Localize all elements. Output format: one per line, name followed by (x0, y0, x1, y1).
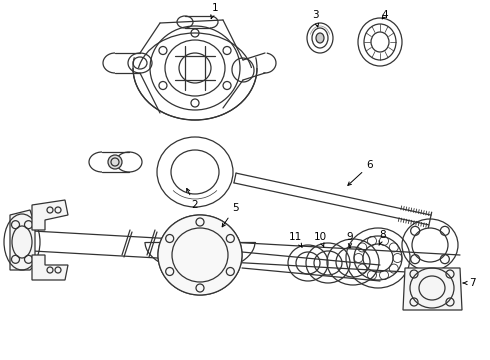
Text: 2: 2 (187, 188, 198, 210)
Polygon shape (32, 255, 68, 280)
Text: 8: 8 (379, 230, 386, 246)
Text: 11: 11 (289, 232, 302, 247)
Text: 9: 9 (347, 232, 353, 248)
Text: 10: 10 (314, 232, 326, 247)
Polygon shape (403, 268, 462, 310)
Text: 1: 1 (211, 3, 219, 19)
Text: 7: 7 (463, 278, 475, 288)
Ellipse shape (158, 215, 242, 295)
Text: 3: 3 (312, 10, 318, 27)
Polygon shape (32, 200, 68, 230)
Text: 5: 5 (222, 203, 238, 227)
Circle shape (108, 155, 122, 169)
Text: 6: 6 (348, 160, 373, 185)
Ellipse shape (316, 33, 324, 43)
Polygon shape (10, 210, 35, 270)
Text: 4: 4 (382, 10, 388, 20)
